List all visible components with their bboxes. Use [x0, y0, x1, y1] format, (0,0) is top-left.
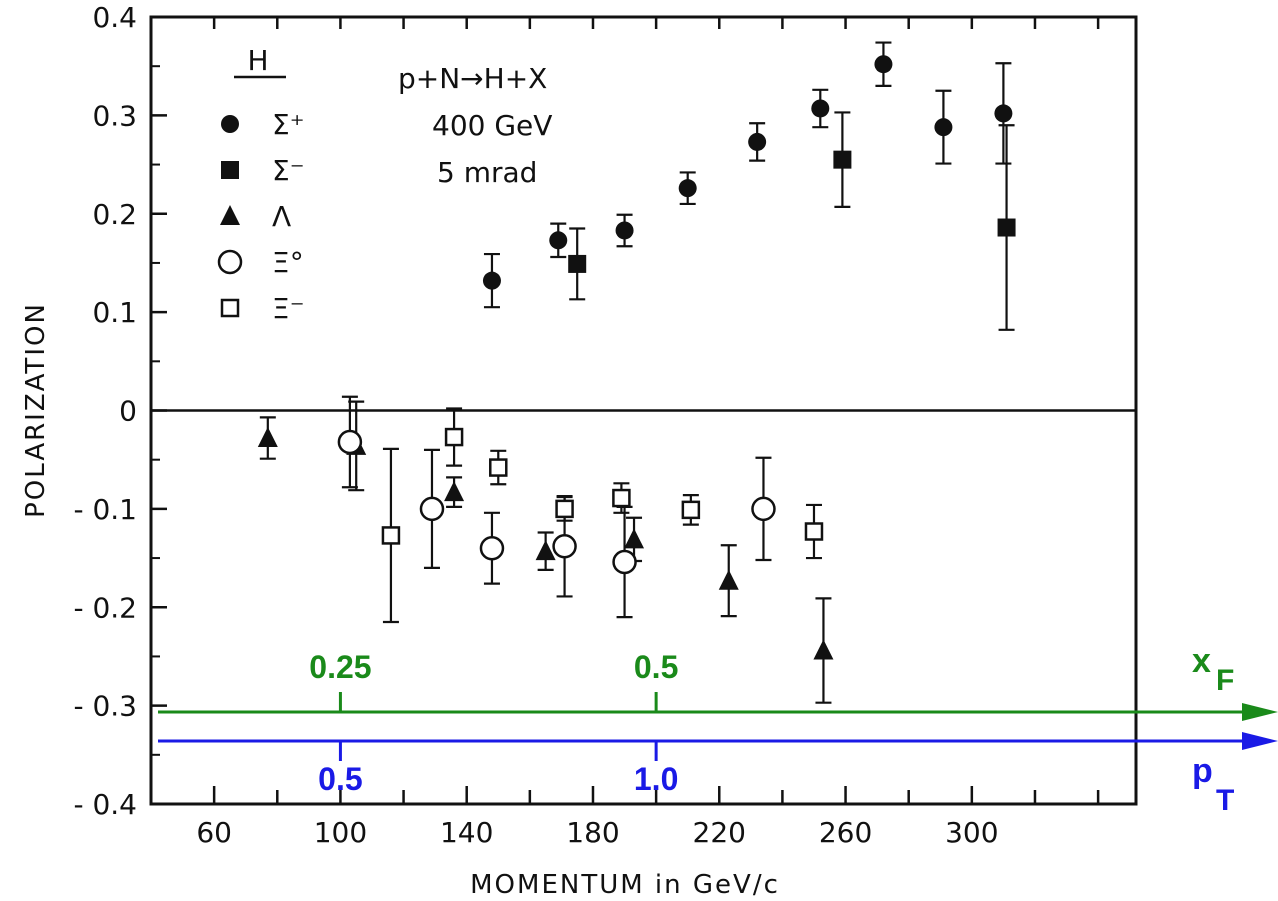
marker-filled-circle [748, 132, 767, 151]
x-tick-label: 300 [945, 816, 998, 849]
legend-label: Ξ⁻ [272, 292, 304, 325]
marker-filled-circle [874, 55, 893, 74]
x-tick-labels: 60 100 140 180 220 260 300 [196, 816, 998, 849]
x-tick-label: 60 [196, 816, 232, 849]
x-tick-label: 220 [693, 816, 746, 849]
marker-filled-triangle [813, 639, 834, 660]
y-tick-labels: 0.4 0.3 0.2 0.1 0 - 0.1 - 0.2 - 0.3 - 0.4 [73, 1, 137, 821]
marker-filled-circle [615, 221, 634, 240]
y-tick-label: - 0.2 [73, 591, 137, 624]
y-tick-label: 0.3 [92, 99, 137, 132]
marker-filled-triangle [718, 569, 739, 590]
legend-label: Ξ° [272, 246, 304, 279]
marker-open-square [612, 488, 631, 508]
x-tick-label: 140 [440, 816, 493, 849]
reaction-annotation: p+N→H+X 400 GeV 5 mrad [398, 62, 552, 189]
marker-open-square [381, 526, 401, 545]
marker-filled-triangle [257, 427, 278, 448]
secondary-axis-tick-label: 0.5 [634, 649, 678, 685]
marker-open-circle [337, 429, 363, 455]
marker-filled-circle [811, 99, 830, 118]
pT-axis-subscript: T [1216, 784, 1234, 817]
marker-filled-circle [678, 179, 697, 198]
marker-filled-square [997, 218, 1016, 237]
marker-open-square [489, 458, 508, 477]
marker-filled-triangle [535, 540, 556, 561]
marker-open-circle [552, 534, 577, 559]
secondary-axis-tick-label: 0.5 [318, 761, 362, 797]
y-tick-label: 0.4 [92, 1, 137, 34]
x-tick-label: 100 [314, 816, 367, 849]
marker-filled-square [568, 254, 587, 273]
marker-open-circle [217, 249, 243, 275]
legend-title: H [247, 44, 268, 77]
legend: H Σ⁺ Σ⁻ Λ Ξ° Ξ⁻ [217, 44, 304, 325]
x-axis-title: MOMENTUM in GeV/c [470, 870, 780, 900]
x-tick-label: 260 [819, 816, 872, 849]
series-filled-circle [482, 41, 1013, 309]
y-axis-title: POLARIZATION [21, 302, 51, 518]
legend-label: Λ [272, 200, 291, 233]
marker-filled-circle [934, 118, 953, 137]
y-tick-label: - 0.4 [73, 788, 137, 821]
pT-axis-name: p [1192, 752, 1213, 790]
marker-filled-circle [549, 231, 568, 250]
marker-open-circle [419, 496, 445, 522]
marker-filled-circle [221, 115, 239, 133]
marker-open-square [804, 522, 824, 541]
xF-axis-subscript: F [1216, 664, 1234, 697]
marker-filled-circle [994, 104, 1013, 123]
xF-axis-name: x [1192, 642, 1211, 680]
marker-filled-triangle [220, 205, 240, 225]
marker-open-circle [751, 496, 776, 522]
y-tick-label: 0 [119, 395, 137, 428]
marker-filled-square [221, 161, 239, 179]
marker-filled-circle [482, 271, 501, 290]
series-filled-square [568, 111, 1016, 331]
y-tick-label: - 0.1 [73, 493, 137, 526]
secondary-axis-tick-label: 0.25 [309, 649, 371, 685]
secondary-axis-arrow [1242, 703, 1278, 721]
marker-open-circle [612, 549, 637, 575]
data-series [257, 41, 1016, 704]
axis-ticks [151, 15, 1100, 806]
x-tick-label: 180 [566, 816, 619, 849]
marker-open-square [681, 500, 701, 520]
marker-open-square [220, 298, 240, 318]
secondary-axis-arrow [1242, 732, 1278, 750]
y-tick-label: 0.1 [92, 296, 137, 329]
y-tick-label: - 0.3 [73, 690, 137, 723]
angle-text: 5 mrad [437, 156, 537, 189]
marker-filled-triangle [444, 481, 465, 502]
marker-filled-square [833, 150, 852, 169]
legend-label: Σ⁺ [272, 108, 304, 141]
beam-energy-text: 400 GeV [432, 109, 552, 142]
marker-open-circle [479, 535, 505, 561]
secondary-axis-tick-label: 1.0 [634, 761, 678, 797]
series-open-square [381, 407, 824, 624]
marker-open-square [555, 499, 574, 519]
marker-open-square [444, 427, 464, 447]
legend-label: Σ⁻ [272, 154, 304, 187]
y-tick-label: 0.2 [92, 198, 137, 231]
reaction-text: p+N→H+X [398, 62, 547, 95]
marker-filled-triangle [624, 528, 645, 549]
